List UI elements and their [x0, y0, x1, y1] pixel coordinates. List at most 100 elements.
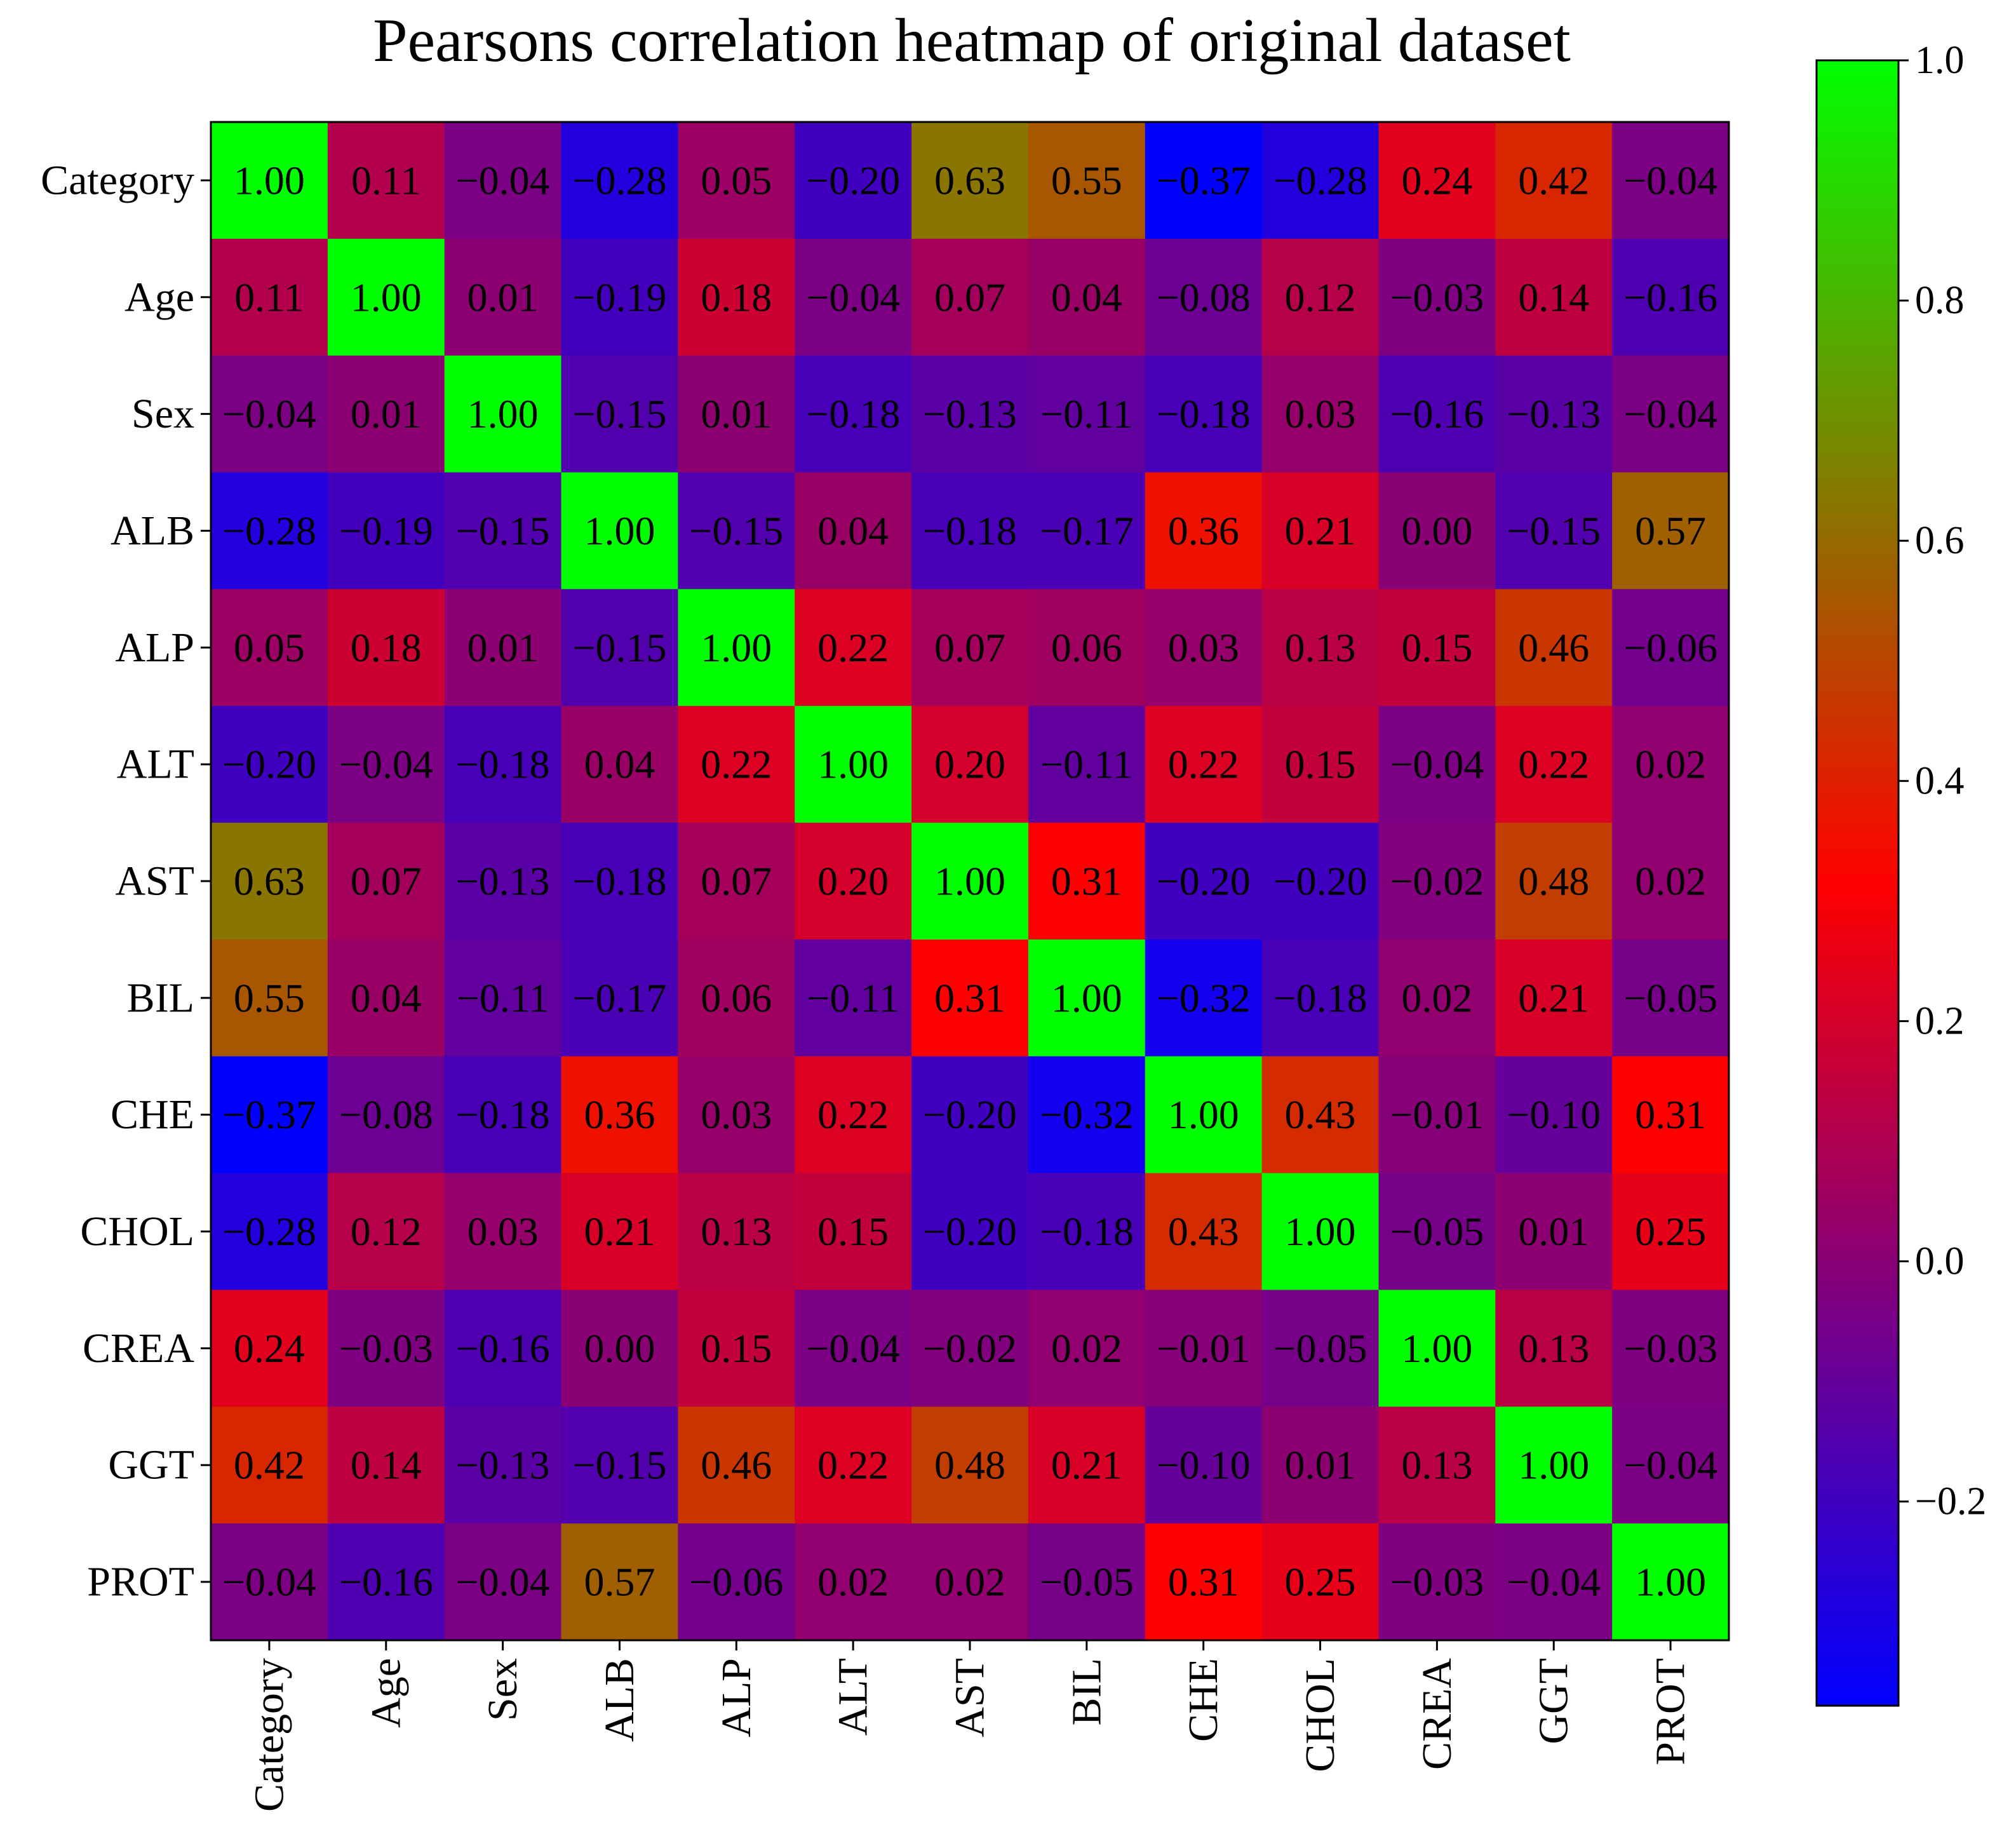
cell-value-label: 0.06 [1051, 625, 1122, 670]
heatmap-cell-ggt-age [327, 1406, 445, 1524]
cell-value-label: −0.11 [807, 975, 899, 1020]
heatmap-cell-crea-alb [561, 1290, 678, 1407]
heatmap-cell-crea-chol [1261, 1290, 1380, 1407]
heatmap-cell-category-che [1145, 122, 1263, 239]
heatmap-cell-age-alb [561, 238, 678, 356]
cell-value-label: −0.04 [222, 391, 316, 436]
heatmap-cell-alb-alb [561, 472, 678, 590]
cell-value-label: 0.21 [1518, 975, 1589, 1020]
heatmap-cell-sex-prot [1612, 355, 1730, 473]
cell-value-label: 0.04 [584, 742, 655, 787]
cell-value-label: −0.06 [1623, 625, 1717, 670]
heatmap-cell-prot-alp [678, 1523, 795, 1641]
cell-value-label: 0.63 [234, 859, 305, 904]
cell-value-label: 0.07 [934, 625, 1005, 670]
cell-value-label: −0.04 [806, 274, 900, 320]
cell-value-label: 0.07 [701, 859, 772, 904]
cell-value-label: 1.00 [1168, 1092, 1239, 1137]
heatmap-cell-age-che [1145, 238, 1263, 356]
heatmap-cell-category-ggt [1495, 122, 1613, 239]
cell-value-label: 0.24 [1401, 158, 1472, 203]
heatmap-cell-ast-ast [911, 823, 1029, 940]
heatmap-cell-ggt-ggt [1495, 1406, 1613, 1524]
heatmap-cell-sex-category [211, 355, 328, 473]
heatmap-cell-age-bil [1028, 238, 1146, 356]
heatmap-cell-alp-prot [1612, 589, 1730, 706]
cell-value-label: 0.46 [701, 1443, 772, 1488]
heatmap-cell-bil-crea [1378, 939, 1496, 1057]
heatmap-cell-crea-crea [1378, 1290, 1496, 1407]
heatmap-cell-che-crea [1378, 1056, 1496, 1174]
heatmap-cell-chol-ast [911, 1173, 1029, 1291]
heatmap-cell-chol-age [327, 1173, 445, 1291]
heatmap-cell-chol-alb [561, 1173, 678, 1291]
cell-value-label: −0.04 [1390, 742, 1484, 787]
cell-value-label: 0.48 [934, 1443, 1005, 1488]
cell-value-label: 0.05 [234, 625, 305, 670]
cell-value-label: −0.13 [1507, 391, 1601, 436]
cell-value-label: −0.04 [222, 1560, 316, 1605]
heatmap-cell-ggt-alb [561, 1406, 678, 1524]
heatmap-cell-che-alp [678, 1056, 795, 1174]
cell-value-label: −0.04 [339, 742, 433, 787]
cell-value-label: 0.13 [1285, 625, 1356, 670]
x-tick-label-che: CHE [1180, 1658, 1226, 1742]
heatmap-cell-prot-prot [1612, 1523, 1730, 1641]
heatmap-cell-category-alb [561, 122, 678, 239]
heatmap-cell-ast-alp [678, 823, 795, 940]
heatmap-cell-sex-alp [678, 355, 795, 473]
heatmap-cell-sex-chol [1261, 355, 1380, 473]
colorbar-tick-label: 0.0 [1915, 1240, 1965, 1283]
heatmap-cell-che-chol [1261, 1056, 1380, 1174]
y-tick-label-category: Category [41, 157, 194, 203]
heatmap-cell-bil-ast [911, 939, 1029, 1057]
heatmap-cell-alp-age [327, 589, 445, 706]
heatmap-cell-crea-ast [911, 1290, 1029, 1407]
cell-value-label: −0.05 [1390, 1209, 1484, 1254]
heatmap-cell-category-ast [911, 122, 1029, 239]
heatmap-cell-alp-bil [1028, 589, 1146, 706]
heatmap-cell-alp-ggt [1495, 589, 1613, 706]
heatmap-cell-chol-alt [795, 1173, 912, 1291]
cell-value-label: 0.15 [701, 1326, 772, 1371]
x-tick-label-alt: ALT [830, 1658, 877, 1736]
heatmap-cell-che-che [1145, 1056, 1263, 1174]
cell-value-label: −0.17 [1040, 508, 1134, 553]
heatmap-cell-ast-alb [561, 823, 678, 940]
cell-value-label: 0.13 [1518, 1326, 1589, 1371]
heatmap-cell-alb-chol [1261, 472, 1380, 590]
cell-value-label: −0.18 [1157, 391, 1251, 436]
cell-value-label: 0.31 [1168, 1560, 1239, 1605]
cell-value-label: 0.01 [467, 274, 539, 320]
heatmap-cell-che-alb [561, 1056, 678, 1174]
heatmap-cell-crea-sex [444, 1290, 562, 1407]
heatmap-cell-alp-alb [561, 589, 678, 706]
cell-value-label: −0.05 [1623, 975, 1717, 1020]
cell-value-label: −0.04 [1623, 1443, 1717, 1488]
y-tick-label-chol: CHOL [80, 1208, 194, 1255]
heatmap-cell-bil-prot [1612, 939, 1730, 1057]
cell-value-label: −0.02 [1390, 859, 1484, 904]
y-axis: Category Age Sex ALB ALP ALT AST BIL CHE CHOL CREA… [41, 157, 211, 1605]
heatmap-cell-ggt-che [1145, 1406, 1263, 1524]
cell-value-label: 1.00 [817, 742, 889, 787]
heatmap-cell-chol-alp [678, 1173, 795, 1291]
heatmap-cell-crea-che [1145, 1290, 1263, 1407]
cell-value-label: −0.15 [572, 625, 666, 670]
heatmap-cell-category-category [211, 122, 328, 239]
cell-value-label: −0.32 [1040, 1092, 1134, 1137]
x-tick-label-age: Age [363, 1658, 409, 1728]
cell-value-label: 0.15 [1401, 625, 1472, 670]
x-tick-label-alb: ALB [596, 1658, 643, 1742]
cell-value-label: 0.25 [1635, 1209, 1706, 1254]
cell-value-label: 0.06 [701, 975, 772, 1020]
heatmap-cell-bil-bil [1028, 939, 1146, 1057]
heatmap-cell-alb-category [211, 472, 328, 590]
cell-value-label: 0.31 [1051, 859, 1122, 904]
cell-value-label: −0.03 [1390, 274, 1484, 320]
heatmap-cell-ggt-prot [1612, 1406, 1730, 1524]
y-tick-label-alt: ALT [117, 741, 194, 788]
cell-value-label: 1.00 [1635, 1560, 1706, 1605]
heatmap-cell-category-crea [1378, 122, 1496, 239]
cell-value-label: 1.00 [351, 274, 422, 320]
